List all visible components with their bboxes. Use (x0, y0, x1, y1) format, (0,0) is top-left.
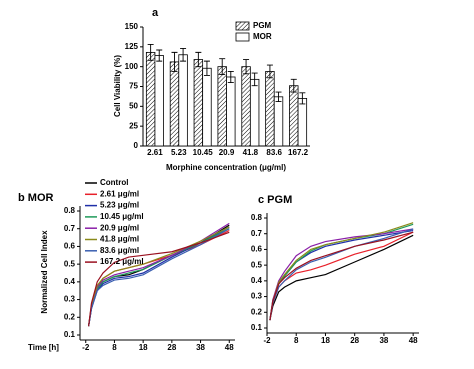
y-tick-label: 0.6 (64, 242, 76, 251)
legend-label: 20.9 μg/ml (100, 223, 139, 232)
bar (289, 85, 299, 147)
error-bar (251, 72, 258, 87)
line (88, 228, 230, 327)
bar (249, 78, 260, 147)
y-tick-label: 0.4 (64, 277, 76, 286)
y-tick-label: 75 (129, 82, 138, 91)
error-bar (290, 78, 297, 93)
x-tick-label: 18 (139, 343, 148, 352)
y-tick-label: 50 (129, 101, 138, 110)
y-tick-label: 0.3 (251, 292, 263, 301)
x-axis-label: Time [h] (28, 343, 59, 352)
y-tick-label: 100 (125, 62, 139, 71)
error-bar (299, 92, 306, 105)
legend-label: 2.61 μg/ml (100, 189, 139, 198)
error-bar (219, 58, 226, 76)
bar (297, 98, 308, 147)
x-tick-label: 83.6 (266, 148, 282, 157)
bar (217, 66, 227, 147)
x-tick-label: 5.23 (171, 148, 187, 157)
y-tick-label: 0 (134, 141, 139, 150)
y-tick-label: 0.3 (64, 295, 76, 304)
error-bar (203, 60, 210, 76)
y-tick-label: 0.8 (64, 206, 76, 215)
error-bar (227, 70, 234, 83)
y-tick-label: 0.5 (251, 260, 263, 269)
error-bar (243, 59, 250, 75)
bar (265, 71, 275, 147)
x-tick-label: 10.45 (193, 148, 214, 157)
y-tick-label: 0.7 (64, 224, 76, 233)
bar (154, 55, 164, 147)
x-tick-label: 48 (225, 343, 234, 352)
error-bar (156, 49, 163, 62)
x-tick-label: 8 (294, 336, 299, 345)
y-axis-label: Normalized Cell Index (40, 230, 49, 314)
y-tick-label: 0.5 (64, 259, 76, 268)
y-tick-label: 0.1 (64, 330, 76, 339)
legend-swatch (235, 32, 250, 42)
y-tick-label: 0.8 (251, 213, 263, 222)
y-tick-label: 0.2 (251, 307, 263, 316)
legend-swatch (235, 21, 250, 31)
legend-label: PGM (253, 21, 272, 30)
y-tick-label: 0.6 (251, 245, 263, 254)
x-tick-label: 28 (350, 336, 359, 345)
bar (273, 96, 284, 147)
error-bar (171, 51, 178, 72)
bar (241, 66, 251, 147)
chart-title: a (152, 7, 159, 19)
error-bar (147, 44, 154, 61)
bar (202, 67, 212, 147)
y-tick-label: 150 (125, 22, 139, 31)
legend-label: MOR (253, 32, 272, 41)
x-axis-label: Morphine concentration (μg/ml) (166, 163, 286, 172)
bar (145, 51, 156, 147)
error-bar (180, 47, 187, 62)
x-tick-label: 2.61 (147, 148, 163, 157)
y-tick-label: 0.1 (251, 323, 263, 332)
x-tick-label: -2 (82, 343, 90, 352)
line (269, 234, 414, 321)
error-bar (275, 91, 282, 103)
y-tick-label: 0.4 (251, 276, 263, 285)
error-bar (195, 51, 202, 68)
bar (193, 59, 204, 147)
legend-label: 5.23 μg/ml (100, 201, 139, 210)
legend-label: 10.45 μg/ml (100, 212, 144, 221)
x-tick-label: 8 (112, 343, 117, 352)
x-tick-label: 48 (409, 336, 418, 345)
y-tick-label: 0.2 (64, 312, 76, 321)
bar (226, 76, 236, 147)
x-tick-label: -2 (263, 336, 271, 345)
line (269, 228, 414, 321)
x-tick-label: 167.2 (288, 148, 309, 157)
line (269, 231, 414, 321)
y-tick-label: 25 (129, 121, 138, 130)
x-tick-label: 38 (196, 343, 205, 352)
legend-label: 167.2 μg/ml (100, 257, 144, 266)
chart-title: c PGM (258, 194, 292, 206)
legend-label: 41.8 μg/ml (100, 235, 139, 244)
line (88, 231, 230, 327)
y-tick-label: 0.7 (251, 229, 263, 238)
y-axis-label: Cell Viability (%) (113, 55, 122, 117)
y-tick-label: 125 (125, 42, 139, 51)
error-bar (266, 64, 273, 79)
x-tick-label: 41.8 (243, 148, 259, 157)
x-tick-label: 20.9 (219, 148, 235, 157)
legend-label: 83.6 μg/ml (100, 246, 139, 255)
bar (169, 61, 180, 147)
legend-label: Control (100, 178, 128, 187)
bar (178, 54, 188, 147)
x-tick-label: 18 (321, 336, 330, 345)
x-tick-label: 38 (379, 336, 388, 345)
x-tick-label: 28 (167, 343, 176, 352)
chart-title: b MOR (18, 192, 53, 204)
